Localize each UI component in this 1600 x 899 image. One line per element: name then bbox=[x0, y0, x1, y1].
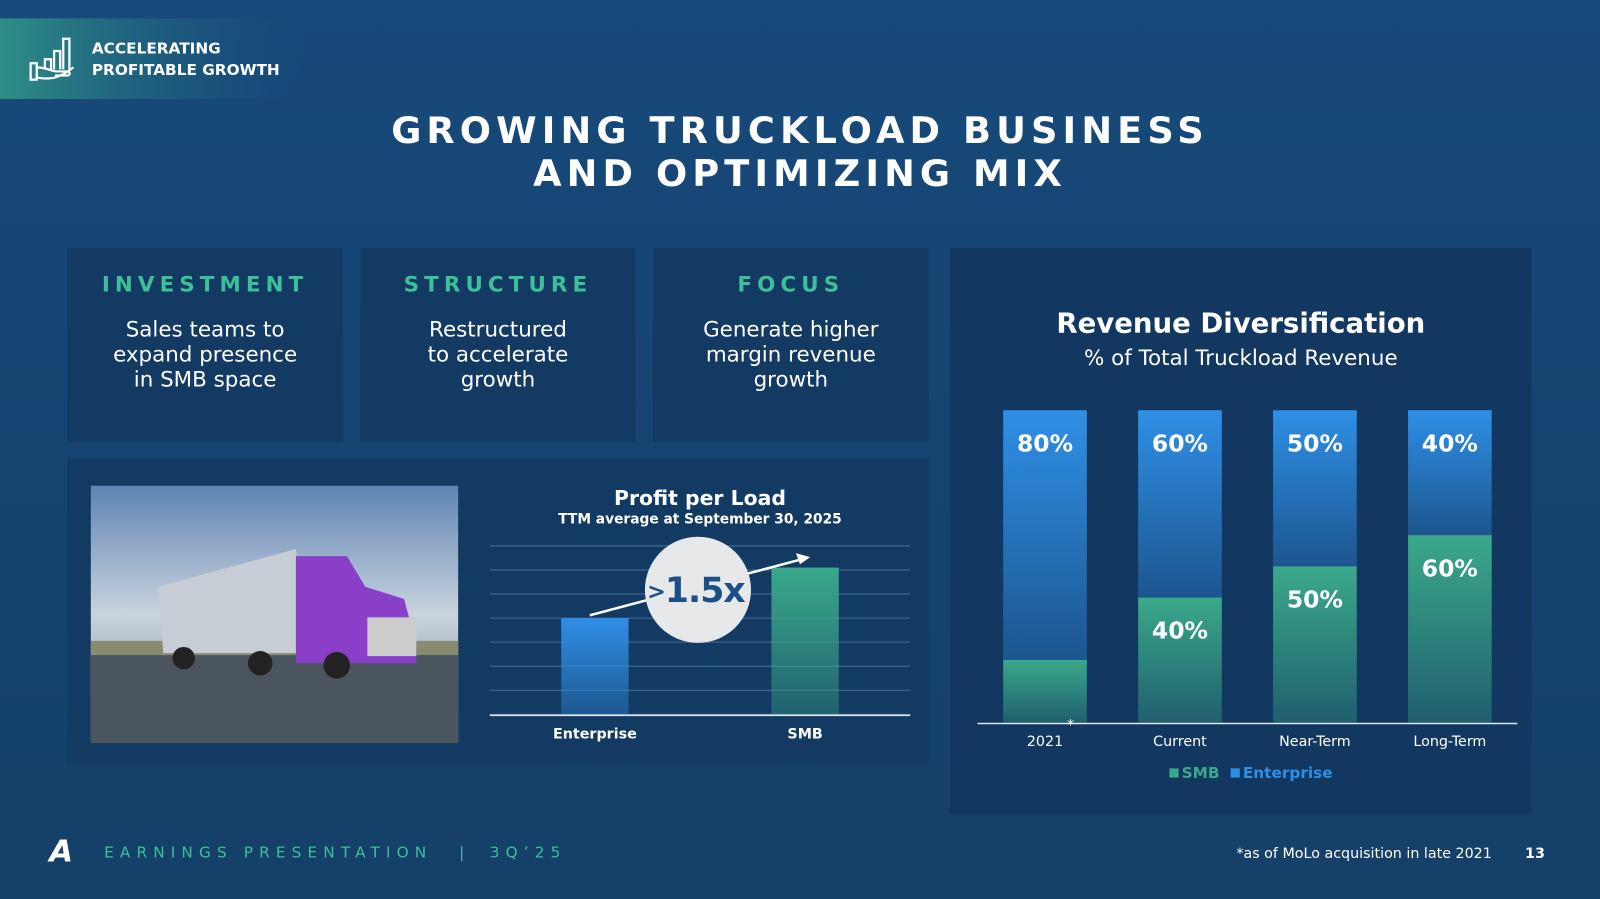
chart-subtitle: % of Total Truckload Revenue bbox=[1084, 346, 1398, 371]
annotation: >1.5x bbox=[647, 571, 745, 611]
page-number: 13 bbox=[1525, 846, 1545, 862]
bar-segment bbox=[1408, 535, 1492, 723]
card-body: to accelerate bbox=[428, 343, 569, 368]
bar bbox=[561, 618, 629, 715]
arrow-head bbox=[795, 553, 811, 565]
bar-segment bbox=[1273, 566, 1357, 723]
annotation-part: 1.5x bbox=[665, 571, 745, 611]
legend-swatch bbox=[1169, 768, 1179, 778]
data-label: 50% bbox=[1287, 429, 1343, 457]
card-heading: INVESTMENT bbox=[102, 273, 309, 298]
slide-title: AND OPTIMIZING MIX bbox=[533, 152, 1067, 195]
legend-swatch bbox=[1230, 768, 1240, 778]
truck-photo bbox=[90, 485, 459, 743]
data-label: 80% bbox=[1017, 429, 1073, 457]
data-label: 40% bbox=[1152, 617, 1208, 645]
card-body: expand presence bbox=[113, 343, 297, 368]
card-body: in SMB space bbox=[134, 368, 277, 393]
badge-text: PROFITABLE GROWTH bbox=[92, 61, 280, 79]
card-body: Sales teams to bbox=[126, 318, 285, 343]
x-tick-label: Long-Term bbox=[1413, 734, 1486, 750]
data-label: 60% bbox=[1422, 554, 1478, 582]
annotation: * bbox=[1067, 718, 1074, 734]
annotation-part: > bbox=[647, 578, 665, 604]
card-body: Generate higher bbox=[703, 318, 879, 343]
chart-title: Profit per Load bbox=[614, 486, 786, 510]
data-label: 50% bbox=[1287, 586, 1343, 614]
footnote: *as of MoLo acquisition in late 2021 bbox=[1236, 846, 1491, 862]
bar-segment bbox=[1273, 410, 1357, 567]
badge-text: ACCELERATING bbox=[92, 39, 221, 57]
x-tick-label: Near-Term bbox=[1279, 734, 1351, 750]
footer-period: 3Q’25 bbox=[490, 844, 567, 862]
bar-segment bbox=[1138, 597, 1222, 723]
data-label: 60% bbox=[1152, 429, 1208, 457]
annotation-bubble bbox=[644, 536, 752, 643]
badge-icon bbox=[29, 37, 75, 81]
card-body: margin revenue bbox=[706, 343, 876, 368]
logo: A bbox=[47, 835, 73, 870]
bar-segment bbox=[1138, 410, 1222, 598]
data-label: 40% bbox=[1422, 429, 1478, 457]
bar-segment bbox=[1408, 410, 1492, 536]
card-heading: FOCUS bbox=[737, 273, 844, 298]
card-body: growth bbox=[754, 368, 828, 393]
footer-separator: | bbox=[459, 844, 464, 862]
legend-label: SMB bbox=[1182, 764, 1220, 782]
bar-segment bbox=[1003, 410, 1087, 661]
x-tick-label: 2021 bbox=[1027, 734, 1063, 750]
x-tick-label: SMB bbox=[787, 727, 822, 743]
footer-label: EARNINGS PRESENTATION bbox=[104, 844, 432, 862]
slide-title: GROWING TRUCKLOAD BUSINESS bbox=[391, 109, 1209, 152]
chart-subtitle: TTM average at September 30, 2025 bbox=[558, 511, 842, 527]
card bbox=[360, 247, 636, 442]
card bbox=[653, 247, 929, 442]
card-heading: STRUCTURE bbox=[404, 273, 593, 298]
x-tick-label: Enterprise bbox=[553, 727, 637, 743]
chart-title: Revenue Diversification bbox=[1056, 308, 1425, 340]
legend-label: Enterprise bbox=[1243, 764, 1333, 782]
card-body: Restructured bbox=[429, 318, 567, 343]
bar-segment bbox=[1003, 660, 1087, 723]
card bbox=[67, 247, 343, 442]
bar bbox=[771, 567, 839, 715]
card-body: growth bbox=[461, 368, 535, 393]
x-tick-label: Current bbox=[1153, 734, 1207, 750]
